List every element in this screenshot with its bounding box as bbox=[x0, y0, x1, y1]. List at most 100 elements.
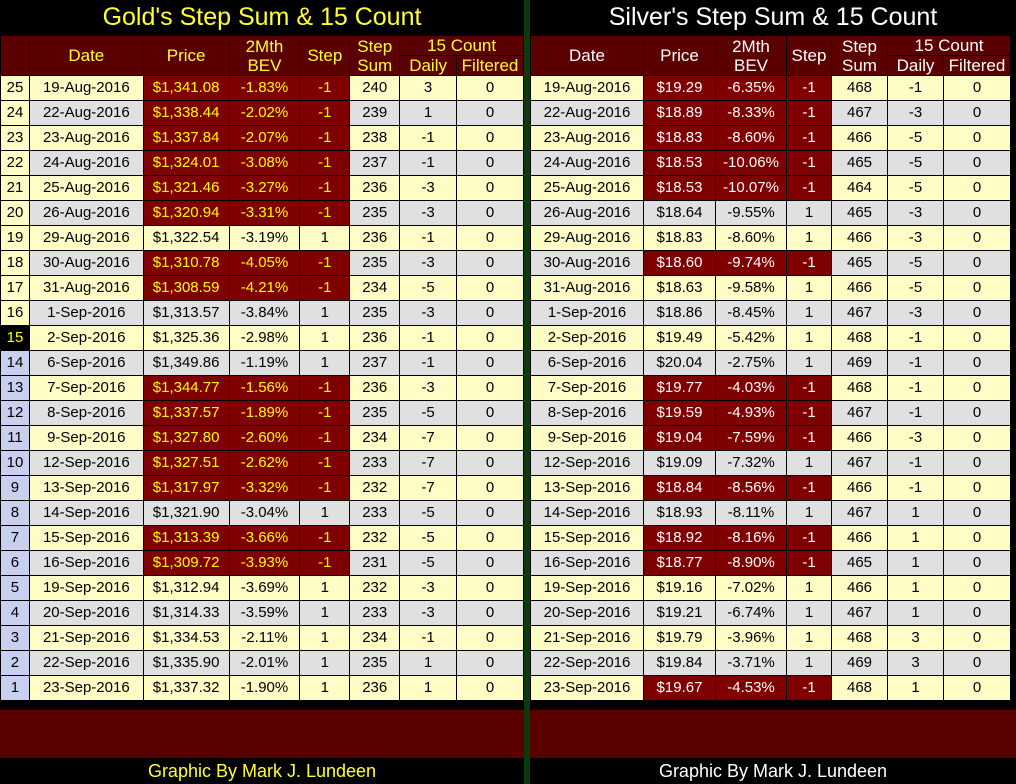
row-number: 7 bbox=[0, 525, 30, 551]
bev-cell: -2.60% bbox=[228, 425, 301, 451]
row-number: 23 bbox=[0, 125, 30, 151]
bev-cell: -5.42% bbox=[715, 325, 787, 351]
step-cell: -1 bbox=[299, 275, 351, 301]
filtered-count-cell: 0 bbox=[943, 325, 1011, 351]
table-row: 7-Sep-2016 $19.77 -4.03% -1 468 -1 0 bbox=[530, 375, 1011, 401]
table-row: 15 2-Sep-2016 $1,325.36 -2.98% 1 236 -1 0 bbox=[0, 325, 524, 351]
table-row: 4 20-Sep-2016 $1,314.33 -3.59% 1 233 -3 0 bbox=[0, 600, 524, 626]
table-row: 18 30-Aug-2016 $1,310.78 -4.05% -1 235 -3 0 bbox=[0, 250, 524, 276]
filtered-count-cell: 0 bbox=[943, 275, 1011, 301]
step-sum-cell: 234 bbox=[349, 625, 401, 651]
date-cell: 19-Sep-2016 bbox=[530, 575, 644, 601]
daily-count-cell: 3 bbox=[887, 625, 944, 651]
bev-cell: -3.71% bbox=[715, 650, 787, 676]
filtered-count-cell: 0 bbox=[456, 525, 524, 551]
daily-count-cell: 1 bbox=[399, 675, 458, 701]
step-sum-cell: 232 bbox=[349, 575, 401, 601]
filtered-count-cell: 0 bbox=[943, 450, 1011, 476]
daily-count-cell: 1 bbox=[887, 675, 944, 701]
table-row: 14-Sep-2016 $18.93 -8.11% 1 467 1 0 bbox=[530, 500, 1011, 526]
bev-cell: -8.60% bbox=[715, 125, 787, 151]
step-sum-cell: 234 bbox=[349, 425, 401, 451]
date-cell: 1-Sep-2016 bbox=[28, 300, 144, 326]
step-sum-cell: 235 bbox=[349, 200, 401, 226]
step-cell: 1 bbox=[786, 350, 832, 376]
step-cell: -1 bbox=[786, 100, 832, 126]
date-cell: 30-Aug-2016 bbox=[530, 250, 644, 276]
step-sum-cell: 233 bbox=[349, 600, 401, 626]
silver-header-bev-line1: 2Mth bbox=[732, 36, 770, 56]
bev-cell: -8.56% bbox=[715, 475, 787, 501]
step-cell: 1 bbox=[299, 225, 351, 251]
bev-cell: -3.19% bbox=[228, 225, 301, 251]
step-sum-cell: 232 bbox=[349, 525, 401, 551]
date-cell: 26-Aug-2016 bbox=[530, 200, 644, 226]
table-row: 23-Aug-2016 $18.83 -8.60% -1 466 -5 0 bbox=[530, 125, 1011, 151]
step-cell: -1 bbox=[299, 550, 351, 576]
price-cell: $19.21 bbox=[643, 600, 716, 626]
step-cell: 1 bbox=[786, 575, 832, 601]
table-row: 21-Sep-2016 $19.79 -3.96% 1 468 3 0 bbox=[530, 625, 1011, 651]
daily-count-cell: -1 bbox=[399, 225, 458, 251]
step-cell: -1 bbox=[786, 125, 832, 151]
table-row: 21 25-Aug-2016 $1,321.46 -3.27% -1 236 -3 0 bbox=[0, 175, 524, 201]
price-cell: $19.77 bbox=[643, 375, 716, 401]
daily-count-cell: -1 bbox=[887, 400, 944, 426]
date-cell: 13-Sep-2016 bbox=[530, 475, 644, 501]
step-sum-cell: 468 bbox=[831, 75, 888, 101]
table-row: 25 19-Aug-2016 $1,341.08 -1.83% -1 240 3 0 bbox=[0, 75, 524, 101]
filtered-count-cell: 0 bbox=[456, 575, 524, 601]
bev-cell: -2.11% bbox=[228, 625, 301, 651]
step-sum-cell: 240 bbox=[349, 75, 401, 101]
daily-count-cell: -5 bbox=[887, 250, 944, 276]
bev-cell: -3.66% bbox=[228, 525, 301, 551]
table-row: 13-Sep-2016 $18.84 -8.56% -1 466 -1 0 bbox=[530, 475, 1011, 501]
table-row: 31-Aug-2016 $18.63 -9.58% 1 466 -5 0 bbox=[530, 275, 1011, 301]
row-number: 4 bbox=[0, 600, 30, 626]
step-sum-cell: 466 bbox=[831, 225, 888, 251]
filtered-count-cell: 0 bbox=[456, 275, 524, 301]
daily-count-cell: -5 bbox=[887, 175, 944, 201]
daily-count-cell: -7 bbox=[399, 475, 458, 501]
row-number: 21 bbox=[0, 175, 30, 201]
step-cell: -1 bbox=[299, 250, 351, 276]
filtered-count-cell: 0 bbox=[943, 150, 1011, 176]
date-cell: 24-Aug-2016 bbox=[28, 150, 144, 176]
table-row: 22-Sep-2016 $19.84 -3.71% 1 469 3 0 bbox=[530, 650, 1011, 676]
price-cell: $1,321.90 bbox=[142, 500, 230, 526]
table-row: 23 23-Aug-2016 $1,337.84 -2.07% -1 238 -1 0 bbox=[0, 125, 524, 151]
bev-cell: -8.90% bbox=[715, 550, 787, 576]
gold-header-price: Price bbox=[142, 35, 230, 76]
bev-cell: -4.53% bbox=[715, 675, 787, 701]
step-sum-cell: 464 bbox=[831, 175, 888, 201]
gold-header-date: Date bbox=[28, 35, 144, 76]
row-number: 16 bbox=[0, 300, 30, 326]
date-cell: 23-Aug-2016 bbox=[530, 125, 644, 151]
date-cell: 9-Sep-2016 bbox=[28, 425, 144, 451]
silver-footer-credit: Graphic By Mark J. Lundeen bbox=[530, 758, 1016, 784]
daily-count-cell: -5 bbox=[887, 125, 944, 151]
step-sum-cell: 237 bbox=[349, 350, 401, 376]
price-cell: $18.77 bbox=[643, 550, 716, 576]
price-cell: $1,335.90 bbox=[142, 650, 230, 676]
table-row: 15-Sep-2016 $18.92 -8.16% -1 466 1 0 bbox=[530, 525, 1011, 551]
table-row: 6-Sep-2016 $20.04 -2.75% 1 469 -1 0 bbox=[530, 350, 1011, 376]
row-number: 6 bbox=[0, 550, 30, 576]
price-cell: $18.83 bbox=[643, 225, 716, 251]
gold-footer-credit: Graphic By Mark J. Lundeen bbox=[0, 758, 524, 784]
daily-count-cell: 1 bbox=[887, 525, 944, 551]
row-number: 15 bbox=[0, 325, 30, 351]
step-cell: -1 bbox=[786, 175, 832, 201]
bev-cell: -2.01% bbox=[228, 650, 301, 676]
date-cell: 29-Aug-2016 bbox=[530, 225, 644, 251]
table-row: 2 22-Sep-2016 $1,335.90 -2.01% 1 235 1 0 bbox=[0, 650, 524, 676]
step-cell: -1 bbox=[786, 425, 832, 451]
row-number: 17 bbox=[0, 275, 30, 301]
daily-count-cell: -3 bbox=[887, 425, 944, 451]
price-cell: $1,309.72 bbox=[142, 550, 230, 576]
table-row: 14 6-Sep-2016 $1,349.86 -1.19% 1 237 -1 0 bbox=[0, 350, 524, 376]
date-cell: 6-Sep-2016 bbox=[530, 350, 644, 376]
filtered-count-cell: 0 bbox=[943, 225, 1011, 251]
bev-cell: -3.27% bbox=[228, 175, 301, 201]
price-cell: $18.93 bbox=[643, 500, 716, 526]
